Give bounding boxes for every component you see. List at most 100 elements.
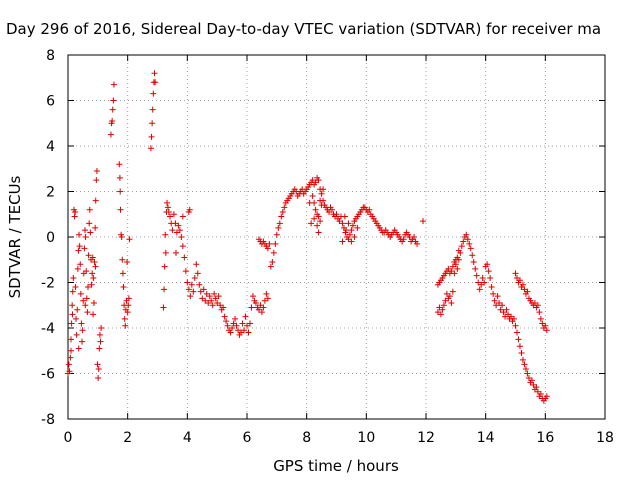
axis-ticks	[67, 54, 606, 420]
data-point	[185, 286, 192, 293]
data-point	[472, 265, 479, 272]
data-point	[306, 199, 313, 206]
data-point	[233, 322, 240, 329]
data-point	[67, 354, 74, 361]
data-point	[446, 293, 453, 300]
data-point	[264, 295, 271, 302]
y-tick-label: -6	[41, 367, 55, 383]
data-point	[267, 263, 274, 270]
data-point	[272, 240, 279, 247]
data-point	[149, 120, 156, 127]
data-point	[463, 231, 470, 238]
y-tick-label: -8	[41, 412, 55, 428]
data-point	[126, 236, 133, 243]
data-point	[181, 254, 188, 261]
data-point	[309, 193, 316, 200]
data-point	[491, 297, 498, 304]
data-point	[193, 261, 200, 268]
data-point	[223, 318, 230, 325]
data-point	[318, 190, 325, 197]
data-point	[172, 249, 179, 256]
data-point	[457, 249, 464, 256]
x-tick-label: 6	[243, 430, 252, 446]
x-tick-label: 16	[536, 430, 554, 446]
data-point	[178, 234, 185, 240]
y-tick-label: -2	[41, 276, 55, 292]
data-point	[119, 270, 126, 277]
data-point	[346, 231, 353, 238]
data-point	[329, 206, 336, 213]
data-point	[165, 208, 172, 215]
data-point	[186, 206, 193, 213]
data-point	[241, 327, 248, 334]
data-point	[161, 286, 168, 293]
data-point	[470, 259, 477, 266]
data-point	[120, 284, 127, 291]
data-point	[543, 393, 550, 400]
data-point	[490, 290, 497, 297]
data-point	[266, 240, 273, 247]
data-point	[77, 261, 84, 268]
y-tick-label: 6	[46, 94, 55, 110]
data-point	[93, 177, 100, 184]
data-point	[348, 238, 355, 245]
data-point	[124, 259, 131, 266]
data-point	[116, 174, 123, 181]
data-point	[162, 249, 169, 256]
data-point	[208, 297, 215, 304]
data-point	[439, 306, 446, 313]
data-point	[97, 338, 104, 345]
data-point	[107, 131, 114, 138]
data-point	[458, 243, 465, 250]
x-tick-label: 4	[183, 430, 192, 446]
data-point	[80, 297, 87, 304]
data-point	[109, 117, 116, 124]
data-point	[518, 350, 525, 357]
data-point	[515, 336, 522, 343]
data-point	[242, 313, 249, 320]
data-point	[339, 220, 346, 227]
data-point	[68, 320, 75, 327]
data-point	[148, 133, 155, 140]
data-point	[86, 206, 93, 213]
data-point	[67, 347, 74, 354]
data-point	[93, 168, 100, 175]
data-point	[278, 213, 285, 220]
data-point	[92, 224, 99, 231]
data-point	[65, 361, 72, 368]
data-point	[481, 279, 488, 286]
data-point	[125, 302, 132, 309]
data-point	[81, 245, 88, 252]
x-tick-label: 8	[302, 430, 311, 446]
data-point	[66, 368, 73, 375]
x-tick-label: 0	[64, 430, 73, 446]
data-point	[281, 204, 288, 211]
data-point	[200, 286, 207, 293]
data-point	[239, 320, 246, 327]
data-point	[149, 106, 156, 113]
data-point	[75, 247, 82, 254]
data-point	[215, 293, 222, 300]
y-axis-title: SDTVAR / TECUs	[6, 175, 24, 298]
x-axis-title: GPS time / hours	[273, 457, 399, 475]
x-tick-label: 10	[357, 430, 375, 446]
data-point	[451, 270, 458, 277]
data-point	[86, 220, 93, 227]
data-point	[314, 222, 321, 229]
data-point	[519, 356, 526, 363]
data-point	[227, 329, 234, 336]
data-point	[96, 345, 103, 352]
data-point	[534, 302, 541, 309]
data-point	[246, 320, 253, 327]
data-point	[184, 279, 191, 286]
data-point	[69, 302, 76, 309]
data-point	[152, 79, 159, 86]
data-point	[119, 256, 126, 263]
data-point	[537, 315, 544, 322]
data-point	[511, 315, 518, 322]
data-point	[312, 206, 319, 213]
data-point	[264, 245, 271, 252]
data-point	[516, 277, 523, 284]
data-point	[528, 377, 535, 384]
